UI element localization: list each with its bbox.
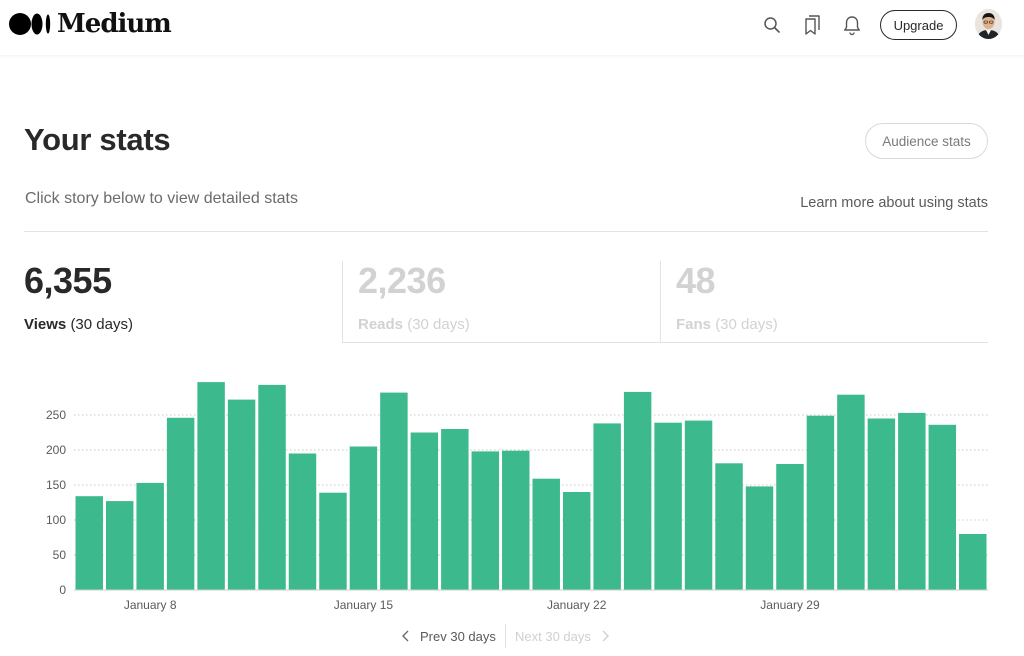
- y-tick-label: 250: [46, 408, 66, 422]
- medium-logo-mark: [9, 13, 51, 35]
- views-bar-chart: 0 50 100 150 200 250 January 8 January 15 Januar…: [46, 382, 988, 612]
- chart-bar[interactable]: [776, 464, 804, 590]
- chart-bar[interactable]: [197, 382, 225, 590]
- chart-bar[interactable]: [380, 392, 408, 590]
- views-label-period: (30 days): [70, 316, 133, 333]
- chart-bar[interactable]: [502, 450, 530, 590]
- fans-stat-tab[interactable]: 48 Fans (30 days): [660, 261, 988, 343]
- x-tick-label: January 22: [547, 598, 607, 612]
- page-title: Your stats: [24, 122, 171, 157]
- y-tick-label: 150: [46, 478, 66, 492]
- views-label: Views (30 days): [24, 316, 342, 333]
- medium-logo[interactable]: Medium: [9, 8, 172, 40]
- bell-icon[interactable]: [842, 14, 862, 36]
- chart-bar[interactable]: [471, 451, 500, 590]
- chart-bar[interactable]: [105, 501, 134, 590]
- chart-bar[interactable]: [136, 482, 164, 590]
- prev-30-days-label: Prev 30 days: [420, 628, 496, 644]
- next-30-days-label: Next 30 days: [515, 628, 591, 644]
- top-navigation-bar: Medium Upgrade: [0, 0, 1024, 55]
- chevron-right-icon: [602, 630, 609, 642]
- y-tick-label: 100: [46, 513, 66, 527]
- chart-bar[interactable]: [928, 424, 957, 590]
- chart-pager: Prev 30 days Next 30 days: [0, 624, 1024, 648]
- chart-bar[interactable]: [166, 417, 195, 590]
- fans-label-name: Fans: [676, 316, 712, 333]
- pager-divider: [505, 624, 506, 648]
- search-icon[interactable]: [762, 14, 782, 36]
- x-tick-label: January 29: [760, 598, 820, 612]
- chart-bar[interactable]: [623, 391, 652, 590]
- x-tick-label: January 8: [124, 598, 177, 612]
- chart-bar[interactable]: [654, 422, 682, 590]
- fans-label: Fans (30 days): [676, 316, 988, 333]
- audience-stats-button[interactable]: Audience stats: [865, 123, 988, 159]
- views-label-name: Views: [24, 316, 67, 333]
- chart-bar[interactable]: [867, 418, 896, 591]
- chart-bar[interactable]: [745, 486, 774, 590]
- chart-bar[interactable]: [532, 478, 560, 590]
- reads-label-name: Reads: [358, 316, 404, 333]
- x-tick-label: January 15: [334, 598, 394, 612]
- chart-bar[interactable]: [258, 384, 286, 590]
- stats-instructions: Click story below to view detailed stats: [25, 190, 298, 207]
- brand-name: Medium: [57, 9, 172, 39]
- reads-count: 2,236: [358, 260, 446, 301]
- fans-count: 48: [676, 260, 716, 301]
- reads-label: Reads (30 days): [358, 316, 660, 333]
- reads-label-period: (30 days): [407, 316, 470, 333]
- chart-bar[interactable]: [898, 412, 926, 590]
- upgrade-button[interactable]: Upgrade: [880, 10, 957, 40]
- chart-bar[interactable]: [288, 453, 317, 591]
- avatar[interactable]: [975, 9, 1002, 39]
- reads-stat-tab[interactable]: 2,236 Reads (30 days): [342, 261, 660, 343]
- chart-bar[interactable]: [410, 432, 439, 591]
- section-divider: [24, 231, 988, 232]
- chart-bar[interactable]: [562, 492, 591, 590]
- chart-bar[interactable]: [715, 463, 743, 590]
- chart-bar[interactable]: [959, 534, 987, 590]
- learn-more-link[interactable]: Learn more about using stats: [800, 195, 988, 211]
- chart-bar[interactable]: [593, 423, 621, 590]
- chart-bar[interactable]: [227, 399, 256, 590]
- views-stat-tab[interactable]: 6,355 Views (30 days): [24, 261, 342, 343]
- views-count: 6,355: [24, 260, 112, 301]
- chart-bar[interactable]: [75, 496, 103, 590]
- y-tick-label: 200: [46, 443, 66, 457]
- chart-bar[interactable]: [837, 394, 865, 590]
- fans-label-period: (30 days): [715, 316, 778, 333]
- chart-bar[interactable]: [319, 492, 347, 590]
- prev-30-days-button[interactable]: Prev 30 days: [400, 626, 496, 646]
- bookmarks-icon[interactable]: [802, 14, 822, 36]
- y-tick-label: 50: [53, 548, 67, 562]
- chart-bar[interactable]: [349, 446, 378, 591]
- chart-bar[interactable]: [441, 429, 469, 590]
- next-30-days-button[interactable]: Next 30 days: [515, 626, 611, 646]
- y-tick-label: 0: [59, 583, 66, 597]
- chart-bar[interactable]: [684, 420, 713, 590]
- chart-bar[interactable]: [806, 415, 835, 590]
- chevron-left-icon: [402, 630, 409, 642]
